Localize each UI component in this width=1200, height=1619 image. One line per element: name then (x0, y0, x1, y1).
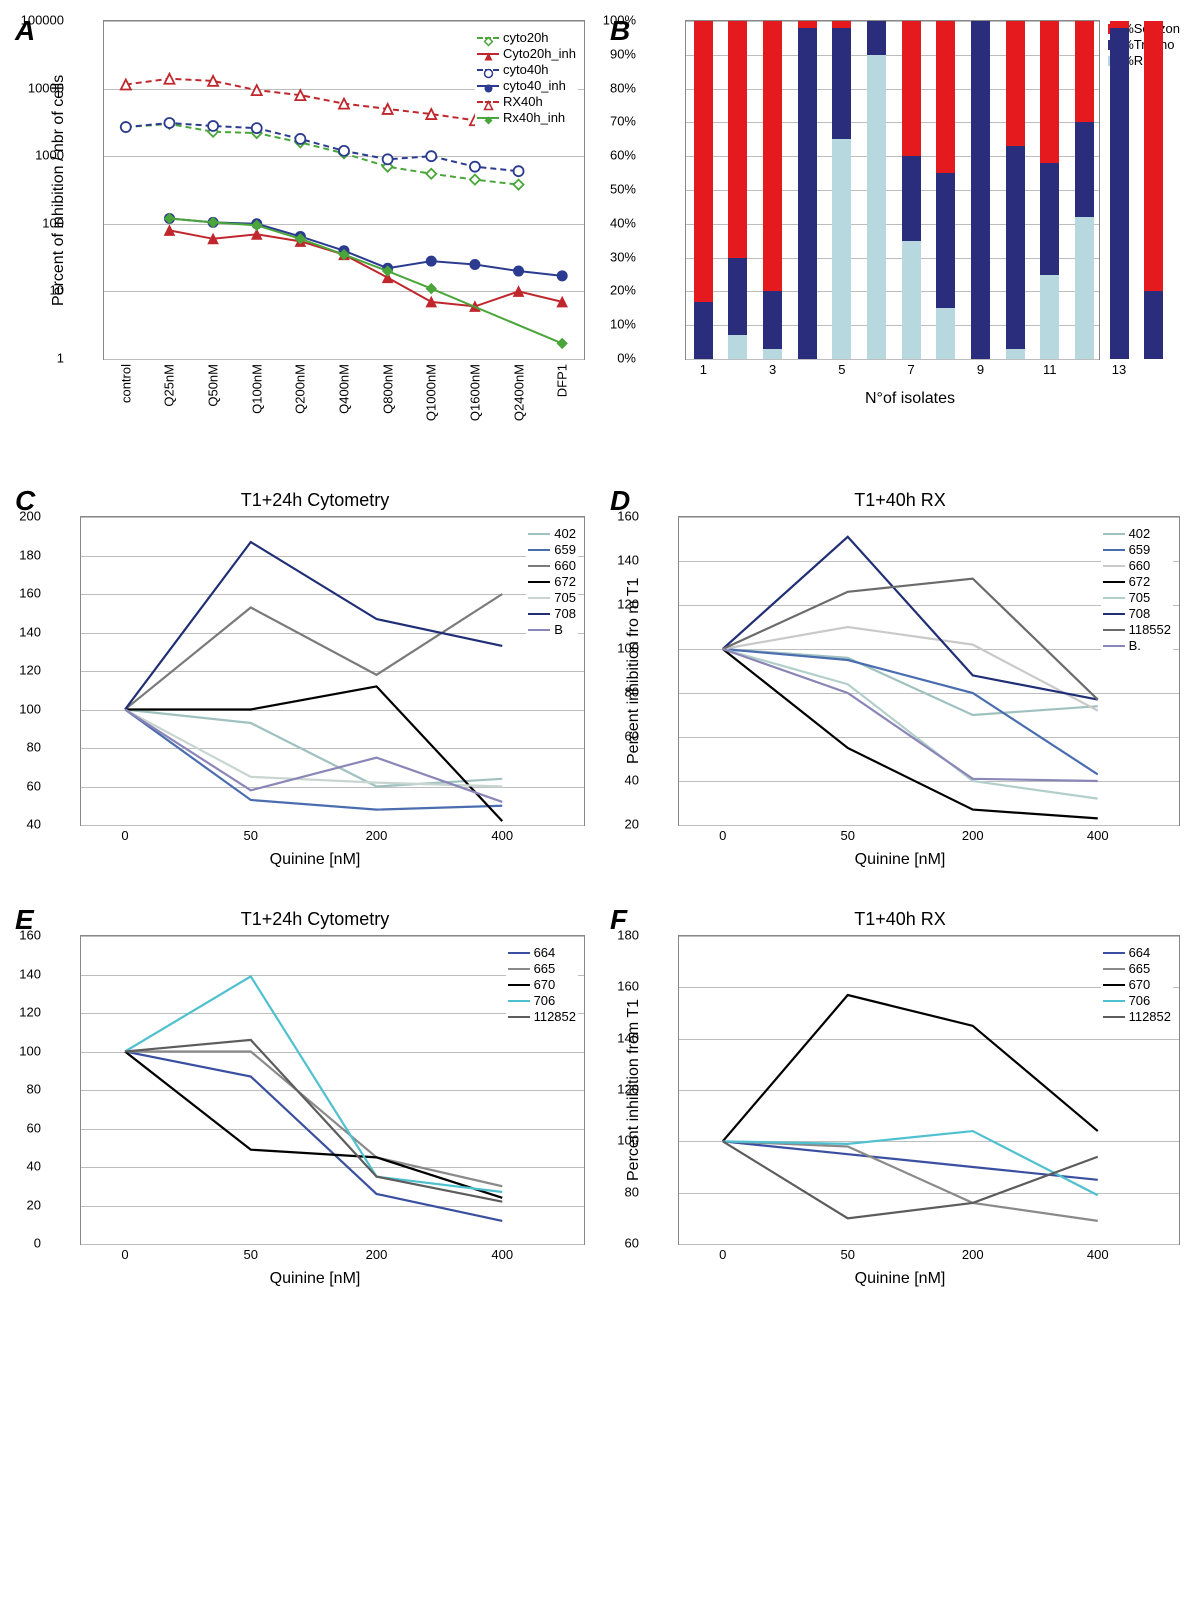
bar-stack (763, 21, 782, 359)
bar-stack (1075, 21, 1094, 359)
panel-c-xlabel: Quinine [nM] (45, 851, 585, 869)
panel-a: A Percent of inhibition / nbr of cells 1… (20, 20, 585, 450)
legend-item: 665 (508, 961, 576, 976)
legend-item: B. (1103, 638, 1171, 653)
legend-item: Rx40h_inh (477, 110, 576, 125)
legend-item: 660 (1103, 558, 1171, 573)
legend-item: cyto40_inh (477, 78, 576, 93)
panel-c: C T1+24h Cytometry 406080100120140160180… (20, 490, 585, 869)
legend-item: Cyto20h_inh (477, 46, 576, 61)
panel-f-title: T1+40h RX (620, 909, 1180, 930)
legend-item: 112852 (508, 1009, 576, 1024)
legend-item: 112852 (1103, 1009, 1171, 1024)
legend-item: 665 (1103, 961, 1171, 976)
panel-f-plot: 664 665 670 706 112852 050200400 (678, 935, 1180, 1245)
panel-d-title: T1+40h RX (620, 490, 1180, 511)
legend-item: 705 (528, 590, 576, 605)
panel-b: B 0%10%20%30%40%50%60%70%80%90%100% 1357… (615, 20, 1180, 450)
legend-item: RX40h (477, 94, 576, 109)
panel-d-xlabel: Quinine [nM] (620, 851, 1180, 869)
panel-a-plot: cyto20h Cyto20h_inh cyto40h cyto40_inh (103, 20, 585, 360)
panel-c-legend: 402 659 660 672 705 708 B (526, 523, 578, 640)
legend-item: 708 (1103, 606, 1171, 621)
panel-a-xaxis (45, 445, 585, 450)
bar-stack (902, 21, 921, 359)
panel-d: D T1+40h RX Percent inhibition fro m T1 … (615, 490, 1180, 869)
bar-stack (971, 21, 990, 359)
panel-e: E T1+24h Cytometry 020406080100120140160… (20, 909, 585, 1288)
legend-item: 706 (1103, 993, 1171, 1008)
bar-stack (694, 21, 713, 359)
legend-item: 664 (508, 945, 576, 960)
legend-item: 659 (1103, 542, 1171, 557)
panel-c-title: T1+24h Cytometry (45, 490, 585, 511)
panel-f-xlabel: Quinine [nM] (620, 1270, 1180, 1288)
legend-item: 664 (1103, 945, 1171, 960)
bar-stack (728, 21, 747, 359)
panel-d-legend: 402 659 660 672 705 708 118552 B. (1101, 523, 1173, 656)
panel-a-ylabel: Percent of inhibition / nbr of cells (45, 20, 68, 360)
legend-item: 659 (528, 542, 576, 557)
legend-item: 402 (528, 526, 576, 541)
legend-item: 670 (1103, 977, 1171, 992)
legend-item: 672 (1103, 574, 1171, 589)
panel-b-plot: 135791113 (685, 20, 1100, 360)
panel-b-xlabel: N°of isolates (640, 390, 1180, 408)
legend-item: 670 (508, 977, 576, 992)
legend-item: 402 (1103, 526, 1171, 541)
bar-stack (1040, 21, 1059, 359)
bar-stack (867, 21, 886, 359)
legend-item: B (528, 622, 576, 637)
bar-stack (936, 21, 955, 359)
bar-stack (1110, 21, 1129, 359)
legend-item: 118552 (1103, 622, 1171, 637)
legend-item: 708 (528, 606, 576, 621)
legend-item: 706 (508, 993, 576, 1008)
bar-stack (1144, 21, 1163, 359)
panel-d-plot: 402 659 660 672 705 708 118552 B. 050200… (678, 516, 1180, 826)
bar-stack (832, 21, 851, 359)
legend-item: 660 (528, 558, 576, 573)
panel-c-plot: 402 659 660 672 705 708 B 050200400 (80, 516, 585, 826)
bar-stack (1006, 21, 1025, 359)
legend-item: 705 (1103, 590, 1171, 605)
legend-item: 672 (528, 574, 576, 589)
panel-a-legend: cyto20h Cyto20h_inh cyto40h cyto40_inh (475, 27, 578, 128)
panel-f: F T1+40h RX Percent inhibition from T1 6… (615, 909, 1180, 1288)
panel-e-title: T1+24h Cytometry (45, 909, 585, 930)
legend-item: cyto40h (477, 62, 576, 77)
panel-f-legend: 664 665 670 706 112852 (1101, 942, 1173, 1027)
panel-e-xlabel: Quinine [nM] (45, 1270, 585, 1288)
bar-stack (798, 21, 817, 359)
panel-e-legend: 664 665 670 706 112852 (506, 942, 578, 1027)
panel-e-plot: 664 665 670 706 112852 050200400 (80, 935, 585, 1245)
legend-item: cyto20h (477, 30, 576, 45)
figure-grid: A Percent of inhibition / nbr of cells 1… (20, 20, 1180, 1288)
